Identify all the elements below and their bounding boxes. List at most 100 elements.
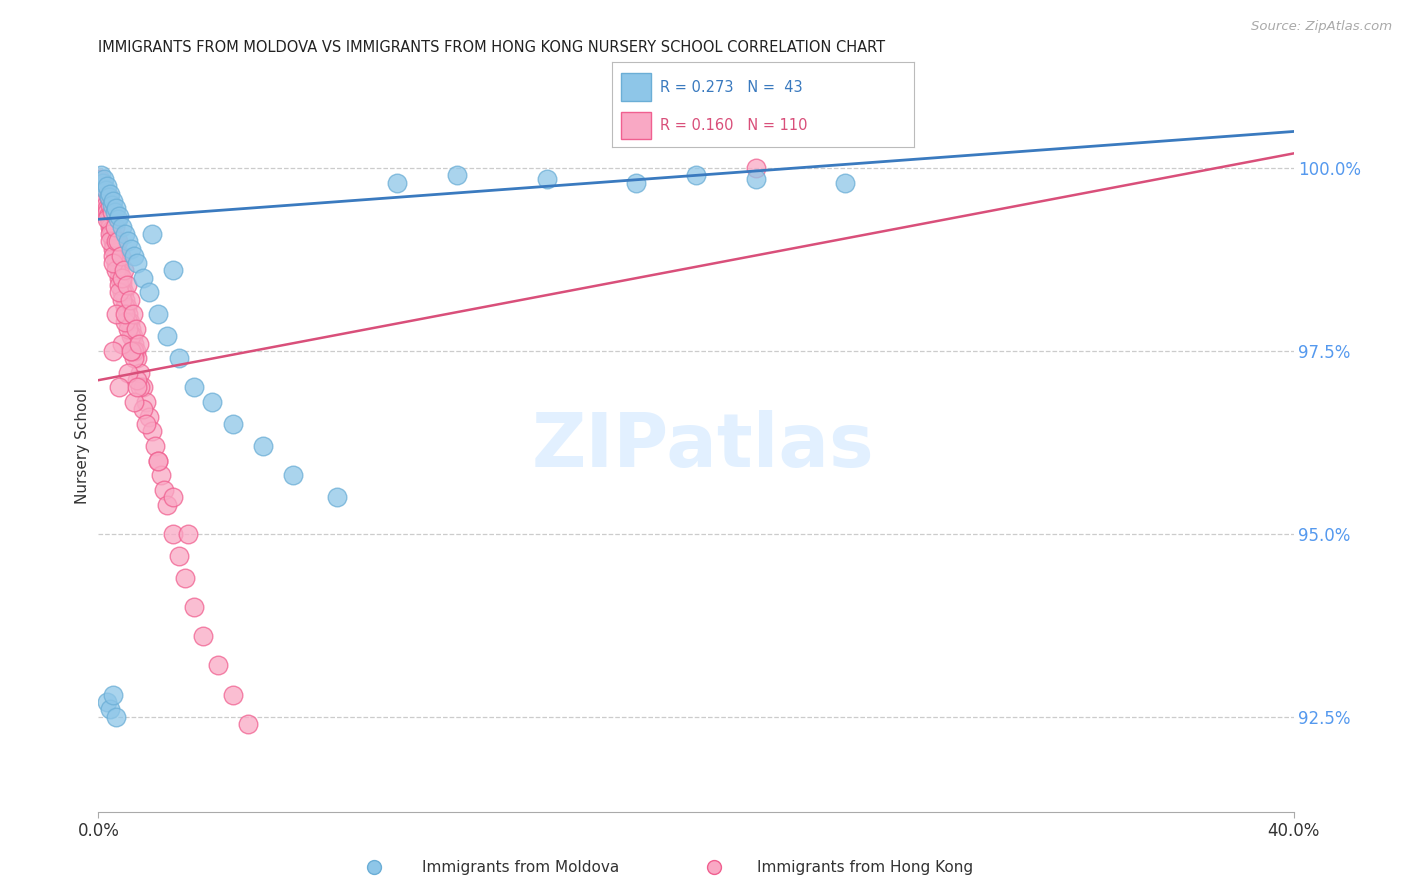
Point xyxy=(127,373,149,387)
Point xyxy=(117,322,139,336)
Point xyxy=(124,351,146,366)
Point xyxy=(100,223,122,237)
Point xyxy=(252,439,274,453)
Point xyxy=(685,169,707,183)
Point xyxy=(96,202,118,216)
Point xyxy=(148,453,170,467)
Point xyxy=(100,227,122,241)
Point xyxy=(114,227,136,241)
Point xyxy=(108,263,131,277)
Point xyxy=(156,498,179,512)
Point xyxy=(108,209,131,223)
Point xyxy=(101,227,124,241)
Point xyxy=(114,307,136,321)
Point xyxy=(124,395,146,409)
Point xyxy=(745,172,768,186)
Point xyxy=(148,307,170,321)
Point xyxy=(143,439,166,453)
Point xyxy=(117,315,139,329)
Point xyxy=(105,256,128,270)
Point xyxy=(108,380,131,394)
Point xyxy=(120,242,142,256)
Point xyxy=(100,219,122,234)
Point xyxy=(111,285,134,300)
Point xyxy=(127,380,149,394)
Text: Immigrants from Moldova: Immigrants from Moldova xyxy=(422,860,619,874)
Point xyxy=(110,270,132,285)
Point xyxy=(103,234,125,248)
Point xyxy=(107,260,129,274)
FancyBboxPatch shape xyxy=(620,112,651,139)
Text: ZIPatlas: ZIPatlas xyxy=(531,409,875,483)
Point xyxy=(117,234,139,248)
Point xyxy=(132,380,155,394)
Point xyxy=(108,278,131,293)
Point xyxy=(703,860,725,874)
Point xyxy=(105,202,128,216)
Point xyxy=(104,245,127,260)
Point xyxy=(91,176,114,190)
Point xyxy=(207,658,229,673)
Point xyxy=(120,322,142,336)
Point xyxy=(120,329,142,343)
Point xyxy=(536,172,558,186)
Point xyxy=(100,186,122,201)
Point xyxy=(177,526,200,541)
Point xyxy=(363,860,385,874)
Point xyxy=(104,219,127,234)
Point xyxy=(626,176,648,190)
Point xyxy=(135,417,157,431)
Point xyxy=(281,468,304,483)
Point xyxy=(141,227,163,241)
Point xyxy=(94,194,117,208)
Point xyxy=(174,571,197,585)
Point xyxy=(101,205,124,219)
Point xyxy=(104,205,127,219)
Point xyxy=(114,300,136,314)
Point xyxy=(125,322,148,336)
Point xyxy=(97,209,120,223)
Point xyxy=(124,343,146,358)
Text: Immigrants from Hong Kong: Immigrants from Hong Kong xyxy=(756,860,973,874)
Point xyxy=(100,234,122,248)
Text: Source: ZipAtlas.com: Source: ZipAtlas.com xyxy=(1251,20,1392,33)
Point xyxy=(114,315,136,329)
Point xyxy=(94,197,117,211)
Point xyxy=(107,256,129,270)
Point xyxy=(105,709,128,723)
Point xyxy=(100,197,122,211)
Point xyxy=(107,234,129,248)
Point xyxy=(111,336,134,351)
Point xyxy=(150,468,173,483)
Point xyxy=(96,205,118,219)
Point xyxy=(103,242,125,256)
Point xyxy=(108,285,131,300)
Point xyxy=(385,176,409,190)
Point xyxy=(162,263,184,277)
Point xyxy=(90,176,112,190)
Point xyxy=(103,249,125,263)
Point xyxy=(121,307,143,321)
Point xyxy=(96,695,118,709)
Point xyxy=(105,263,128,277)
Point xyxy=(124,249,146,263)
Point xyxy=(98,216,121,230)
Point xyxy=(121,329,143,343)
Point xyxy=(108,270,131,285)
Point xyxy=(93,190,115,204)
Text: IMMIGRANTS FROM MOLDOVA VS IMMIGRANTS FROM HONG KONG NURSERY SCHOOL CORRELATION : IMMIGRANTS FROM MOLDOVA VS IMMIGRANTS FR… xyxy=(98,40,886,55)
Point xyxy=(89,172,111,186)
Point xyxy=(104,242,127,256)
Point xyxy=(111,270,134,285)
Point xyxy=(97,212,120,227)
Point xyxy=(124,336,146,351)
Point xyxy=(132,402,155,417)
Point xyxy=(112,263,135,277)
Point xyxy=(222,688,245,702)
Point xyxy=(115,300,138,314)
Point xyxy=(105,252,128,267)
Point xyxy=(105,307,128,321)
Point xyxy=(162,526,184,541)
Point xyxy=(118,293,141,307)
Point xyxy=(111,275,134,289)
